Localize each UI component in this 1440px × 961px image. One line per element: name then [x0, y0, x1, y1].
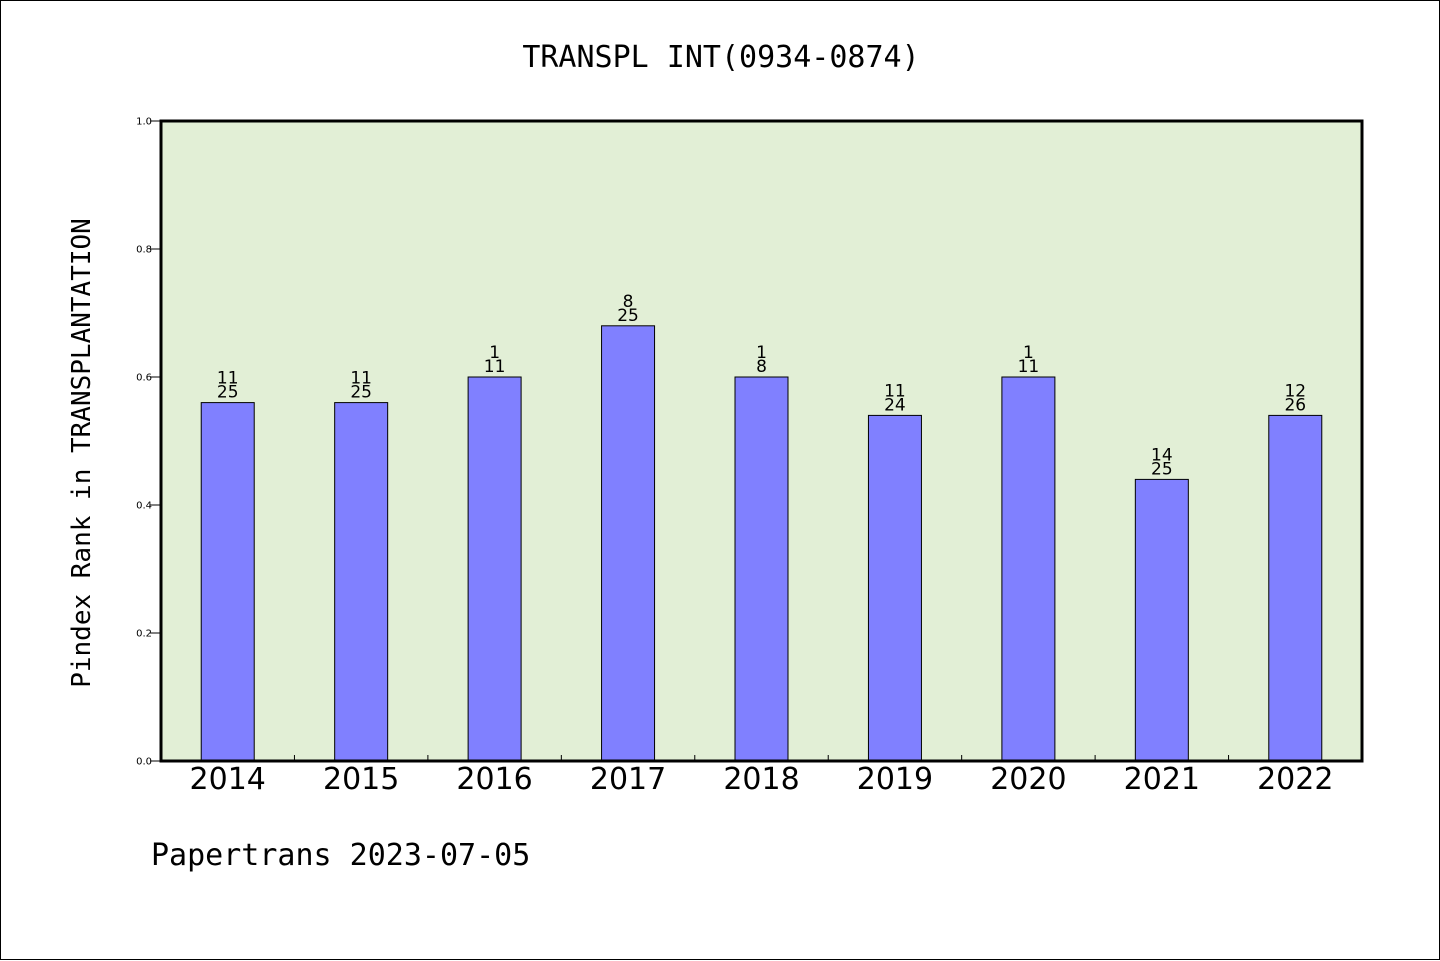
bar-rank-label: 1 — [1023, 343, 1034, 363]
x-tick-label: 2022 — [1257, 762, 1333, 797]
x-tick-label: 2016 — [456, 762, 532, 797]
x-tick-label: 2021 — [1124, 762, 1200, 797]
x-tick-label: 2017 — [590, 762, 666, 797]
bar-2017 — [601, 325, 656, 762]
bar-rank-label: 11 — [884, 381, 906, 401]
bar-total-label: 25 — [217, 383, 239, 403]
footer-credit: Papertrans 2023-07-05 — [151, 838, 530, 873]
bar-2014 — [200, 402, 255, 762]
bar-total-label: 25 — [617, 306, 639, 326]
plot-frame — [159, 119, 1364, 763]
bar-total-label: 25 — [1151, 459, 1173, 479]
y-tick-label: 0.4 — [136, 501, 152, 512]
y-tick-label: 0.0 — [136, 757, 152, 768]
chart-title: TRANSPL INT(0934-0874) — [522, 40, 919, 75]
bar-2020 — [1001, 376, 1056, 762]
bar-total-label: 25 — [350, 383, 372, 403]
bar-total-label: 8 — [756, 357, 767, 377]
bar-total-label: 11 — [1018, 357, 1040, 377]
x-tick-label: 2019 — [857, 762, 933, 797]
bar-2015 — [334, 402, 389, 762]
x-tick-label: 2020 — [990, 762, 1066, 797]
x-tick-label: 2015 — [323, 762, 399, 797]
bar-rank-label: 1 — [756, 343, 767, 363]
x-tick-label: 2014 — [190, 762, 266, 797]
bar-2022 — [1268, 414, 1323, 762]
bar-labels: 2014112520151125201611120178252018182019… — [190, 292, 1334, 797]
x-tick-label: 2018 — [723, 762, 799, 797]
bars — [200, 325, 1323, 762]
bar-rank-label: 12 — [1284, 381, 1306, 401]
y-tick-label: 1.0 — [136, 117, 152, 128]
bar-rank-label: 1 — [489, 343, 500, 363]
bar-total-label: 24 — [884, 395, 906, 415]
bar-total-label: 26 — [1284, 395, 1306, 415]
y-axis-label: Pindex Rank in TRANSPLANTATION — [67, 218, 97, 688]
bar-rank-label: 11 — [217, 369, 239, 389]
bar-2016 — [467, 376, 522, 762]
bar-rank-label: 14 — [1151, 445, 1173, 465]
y-tick-label: 0.6 — [136, 373, 152, 384]
bar-2021 — [1134, 478, 1189, 762]
y-tick-label: 0.2 — [136, 629, 152, 640]
bar-rank-label: 8 — [623, 292, 634, 312]
bar-2018 — [734, 376, 789, 762]
bar-rank-label: 11 — [350, 369, 372, 389]
bar-2019 — [867, 414, 922, 762]
bar-total-label: 11 — [484, 357, 506, 377]
y-tick-label: 0.8 — [136, 245, 152, 256]
